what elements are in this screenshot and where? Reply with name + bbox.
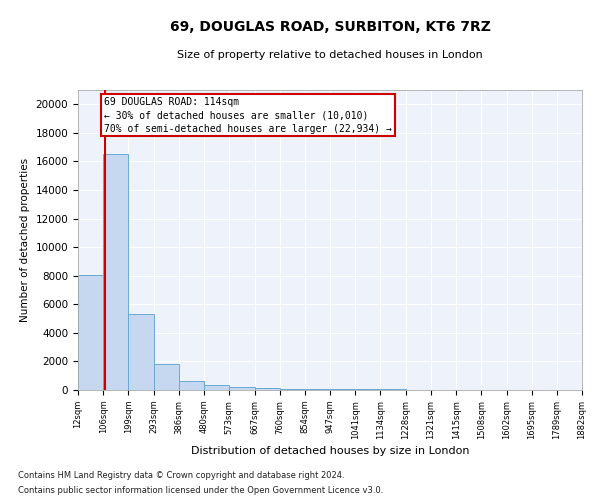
Bar <box>280 388 305 390</box>
Bar <box>128 314 154 390</box>
Bar <box>229 387 254 390</box>
Text: Contains HM Land Registry data © Crown copyright and database right 2024.: Contains HM Land Registry data © Crown c… <box>18 471 344 480</box>
Bar <box>305 389 330 390</box>
X-axis label: Distribution of detached houses by size in London: Distribution of detached houses by size … <box>191 446 469 456</box>
Bar <box>78 275 103 390</box>
Text: 69, DOUGLAS ROAD, SURBITON, KT6 7RZ: 69, DOUGLAS ROAD, SURBITON, KT6 7RZ <box>170 20 490 34</box>
Text: Contains public sector information licensed under the Open Government Licence v3: Contains public sector information licen… <box>18 486 383 495</box>
Bar <box>154 364 179 390</box>
Text: 69 DOUGLAS ROAD: 114sqm
← 30% of detached houses are smaller (10,010)
70% of sem: 69 DOUGLAS ROAD: 114sqm ← 30% of detache… <box>104 97 392 134</box>
Y-axis label: Number of detached properties: Number of detached properties <box>20 158 30 322</box>
Bar <box>179 380 204 390</box>
Bar <box>254 388 280 390</box>
Bar <box>204 385 229 390</box>
Bar <box>330 389 355 390</box>
Bar <box>103 154 128 390</box>
Text: Size of property relative to detached houses in London: Size of property relative to detached ho… <box>177 50 483 60</box>
